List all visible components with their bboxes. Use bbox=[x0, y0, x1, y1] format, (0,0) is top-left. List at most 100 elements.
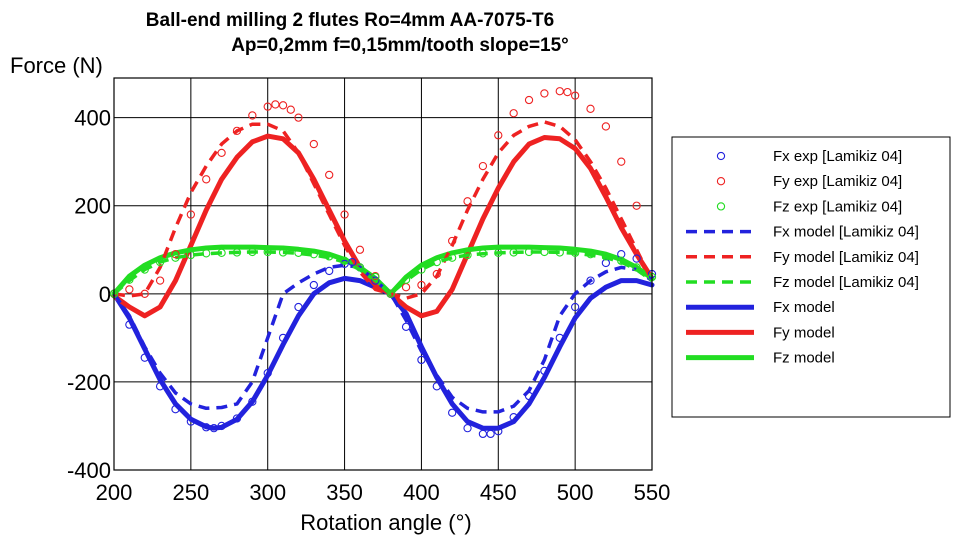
data-point bbox=[294, 302, 303, 312]
data-point bbox=[186, 417, 196, 426]
x-tick-label: 550 bbox=[634, 480, 671, 505]
data-point bbox=[202, 175, 211, 184]
data-point bbox=[540, 366, 549, 376]
data-point bbox=[448, 408, 457, 417]
data-point bbox=[632, 263, 641, 272]
data-point bbox=[371, 276, 380, 285]
series-5-line bbox=[112, 250, 654, 296]
y-axis-label: Force (N) bbox=[10, 53, 103, 78]
data-point bbox=[125, 320, 134, 329]
y-tick-label: -200 bbox=[67, 370, 111, 395]
y-tick-label: 400 bbox=[74, 106, 111, 131]
data-point bbox=[325, 252, 334, 261]
data-point bbox=[186, 210, 196, 219]
data-point bbox=[232, 414, 242, 423]
data-point bbox=[555, 248, 564, 257]
data-point bbox=[494, 427, 503, 436]
data-point bbox=[140, 289, 149, 298]
x-tick-label: 250 bbox=[172, 480, 209, 505]
data-point bbox=[401, 283, 411, 292]
data-point bbox=[601, 122, 611, 131]
data-point bbox=[417, 355, 426, 365]
data-point bbox=[248, 397, 257, 406]
data-point bbox=[555, 333, 564, 343]
series-1-markers bbox=[109, 87, 641, 298]
data-point bbox=[202, 423, 211, 432]
legend-marker bbox=[716, 177, 726, 186]
data-point bbox=[509, 412, 518, 422]
data-point bbox=[209, 424, 219, 433]
data-point bbox=[340, 259, 349, 269]
legend-label: Fy model [Lamikiz 04] bbox=[773, 249, 919, 266]
data-point bbox=[463, 197, 472, 206]
legend-label: Fy exp [Lamikiz 04] bbox=[773, 173, 902, 190]
data-point bbox=[524, 247, 534, 257]
data-point bbox=[171, 253, 180, 262]
data-point bbox=[494, 248, 503, 258]
data-point bbox=[463, 250, 472, 260]
legend-label: Fx model bbox=[773, 299, 835, 316]
data-point bbox=[340, 256, 349, 265]
data-point bbox=[540, 89, 549, 98]
data-point bbox=[509, 109, 518, 118]
data-point bbox=[570, 248, 580, 258]
data-point bbox=[601, 258, 611, 268]
data-point bbox=[509, 248, 518, 257]
data-point bbox=[555, 87, 564, 96]
data-point bbox=[140, 353, 149, 362]
data-point bbox=[271, 100, 280, 109]
data-point bbox=[540, 247, 549, 257]
data-point bbox=[348, 257, 357, 267]
data-point bbox=[617, 250, 626, 259]
data-point bbox=[217, 148, 226, 158]
data-point bbox=[217, 421, 226, 431]
data-point bbox=[524, 391, 534, 401]
legend-label: Fz model bbox=[773, 350, 835, 367]
data-point bbox=[355, 263, 365, 272]
data-point bbox=[263, 247, 272, 257]
data-point bbox=[325, 170, 334, 180]
data-point bbox=[309, 139, 318, 149]
data-point bbox=[617, 157, 626, 166]
legend-label: Fz model [Lamikiz 04] bbox=[773, 274, 919, 291]
data-point bbox=[478, 161, 488, 171]
data-point bbox=[570, 302, 580, 312]
tick-labels: 200 250 300 350 400 450 500 550 -400 -200 0 200 400 bbox=[67, 106, 670, 505]
data-point bbox=[371, 272, 380, 282]
plot-frame bbox=[113, 77, 653, 471]
data-point bbox=[202, 249, 211, 258]
x-tick-label: 400 bbox=[403, 480, 440, 505]
data-point bbox=[486, 429, 495, 439]
data-point bbox=[278, 333, 288, 343]
y-tick-label: -400 bbox=[67, 458, 111, 483]
data-point bbox=[617, 256, 626, 265]
x-tick-label: 200 bbox=[96, 480, 133, 505]
data-point bbox=[278, 248, 288, 257]
series-0-markers bbox=[109, 250, 657, 439]
legend-marker bbox=[716, 151, 726, 161]
legend: Fx exp [Lamikiz 04] Fy exp [Lamikiz 04] Fz… bbox=[671, 136, 951, 418]
data-point bbox=[478, 249, 488, 258]
legend-label: Fx exp [Lamikiz 04] bbox=[773, 148, 902, 165]
plot-area bbox=[109, 87, 657, 439]
x-tick-label: 300 bbox=[249, 480, 286, 505]
data-point bbox=[171, 250, 180, 259]
data-point bbox=[570, 91, 580, 100]
data-point bbox=[309, 280, 318, 290]
data-point bbox=[355, 245, 365, 254]
chart-subtitle: Ap=0,2mm f=0,15mm/tooth slope=15° bbox=[231, 35, 569, 56]
data-point bbox=[248, 247, 257, 257]
data-point bbox=[140, 265, 149, 274]
data-point bbox=[401, 275, 411, 284]
data-point bbox=[217, 248, 226, 258]
grid bbox=[113, 78, 653, 471]
data-point bbox=[386, 289, 395, 298]
x-tick-label: 450 bbox=[480, 480, 517, 505]
data-point bbox=[632, 254, 641, 263]
data-point bbox=[155, 276, 165, 285]
data-point bbox=[432, 382, 441, 391]
chart-title: Ball-end milling 2 flutes Ro=4mm AA-7075… bbox=[146, 10, 554, 31]
x-tick-label: 350 bbox=[326, 480, 363, 505]
data-point bbox=[325, 266, 334, 276]
